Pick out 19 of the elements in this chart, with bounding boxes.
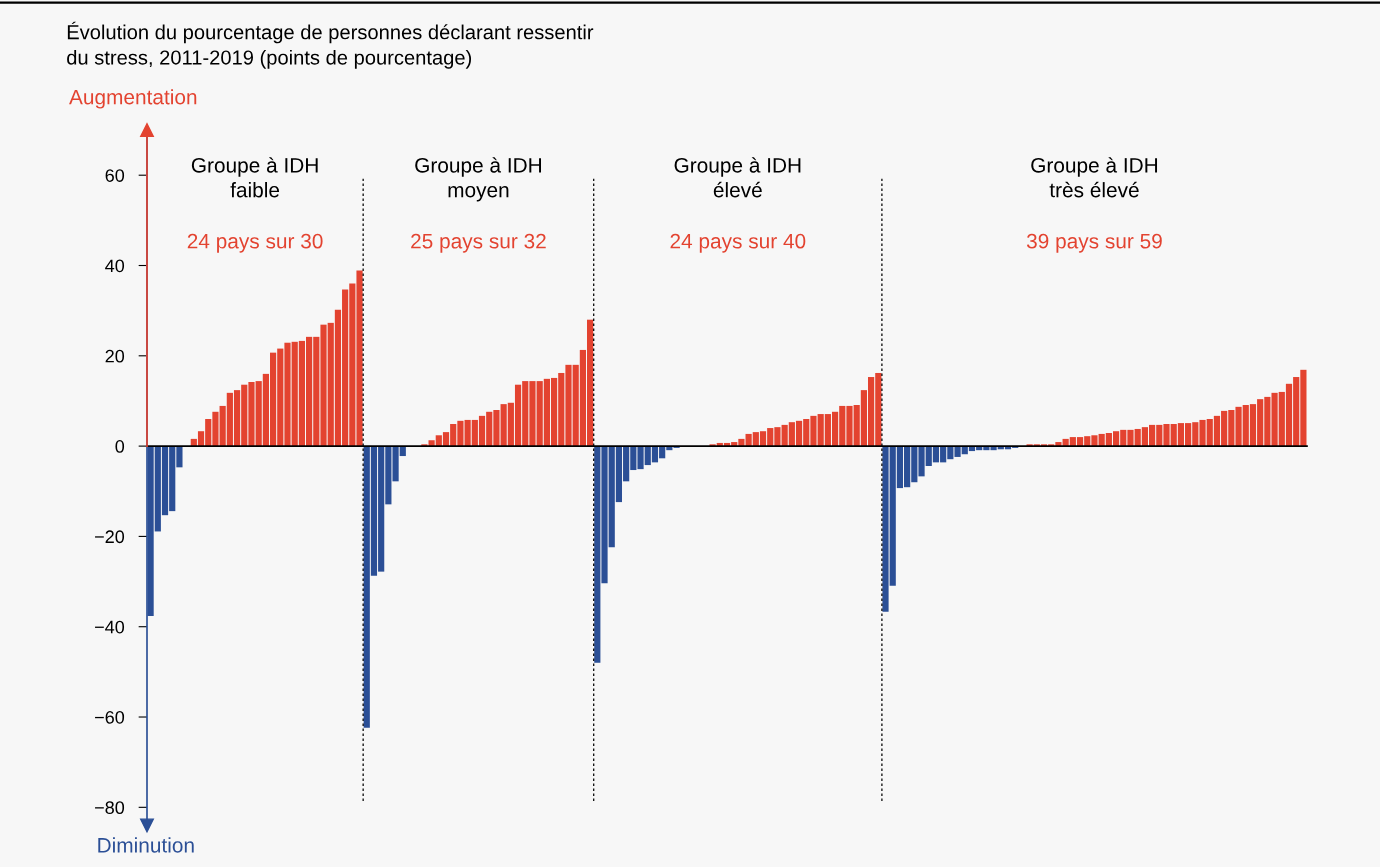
- annotation: Groupe à IDH moyen: [415, 157, 541, 202]
- annotation: Groupe à IDH élevé: [674, 157, 801, 198]
- annotation: Groupe à IDH très élevé: [1031, 157, 1158, 198]
- y-tick-label: 20: [105, 349, 125, 363]
- y-tick-label: 40: [105, 259, 125, 273]
- annotation: 24 pays sur 30: [187, 233, 323, 253]
- y-tick-label: −20: [95, 530, 125, 544]
- y-tick-label: 60: [105, 169, 125, 182]
- text: Augmentation: [69, 89, 197, 109]
- y-tick-label: −40: [95, 620, 125, 634]
- y-tick-label: −60: [95, 710, 125, 724]
- text: Diminution: [98, 837, 194, 853]
- y-tick-label: 0: [115, 440, 125, 453]
- y-tick-label: −80: [95, 801, 125, 815]
- annotation: Groupe à IDH faible: [191, 157, 318, 198]
- annotation: 39 pays sur 59: [1026, 233, 1162, 253]
- chart-title: Évolution du pourcentage de personnes déclarant ressentir du stress, 2011-2019 (points de pourcentage): [67, 21, 594, 69]
- annotation: 24 pays sur 40: [670, 233, 806, 253]
- annotation: 25 pays sur 32: [411, 233, 546, 253]
